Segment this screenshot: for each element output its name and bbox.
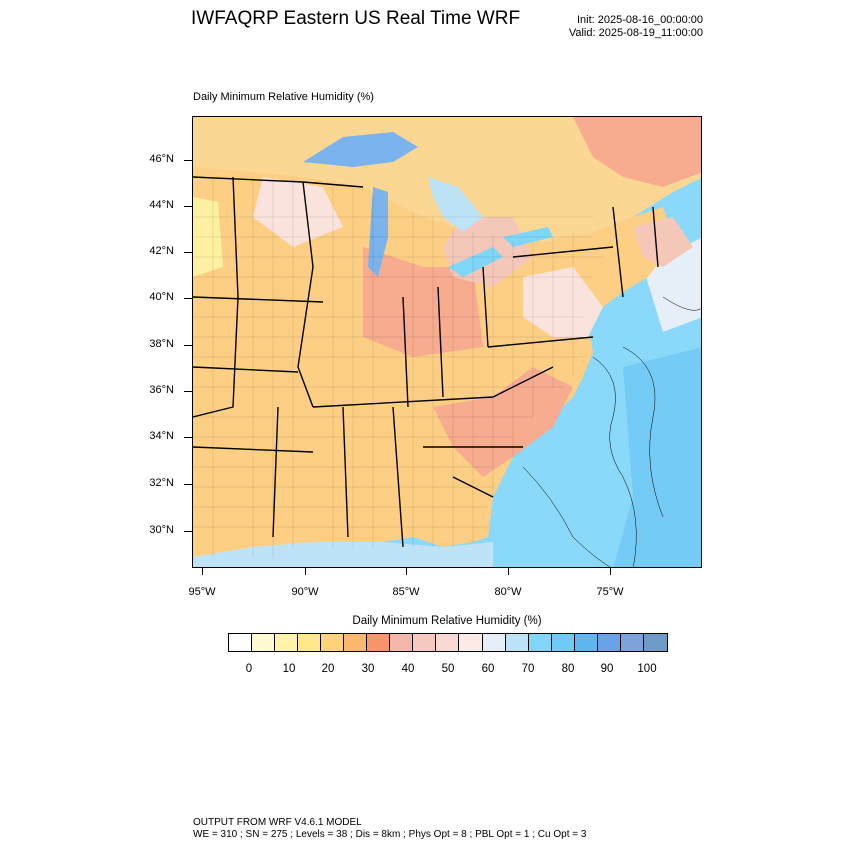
colorbar-swatch xyxy=(643,634,667,651)
lon-tick xyxy=(508,568,509,575)
footer-config-line: WE = 310 ; SN = 275 ; Levels = 38 ; Dis … xyxy=(193,829,587,840)
colorbar-tick-label: 70 xyxy=(521,663,535,675)
colorbar-swatch xyxy=(229,634,253,651)
lat-label: 30°N xyxy=(149,524,174,536)
colorbar-swatch xyxy=(321,634,345,651)
colorbar-tick-label: 10 xyxy=(282,663,296,675)
lon-tick xyxy=(305,568,306,575)
colorbar-tick-label: 40 xyxy=(401,663,415,675)
map-panel xyxy=(192,116,702,568)
lat-tick xyxy=(184,160,192,161)
lat-tick xyxy=(184,437,192,438)
init-time: Init: 2025-08-16_00:00:00 xyxy=(577,14,703,26)
colorbar-swatch xyxy=(344,634,368,651)
lat-tick xyxy=(184,252,192,253)
lake-michigan xyxy=(368,187,388,277)
colorbar-swatch xyxy=(413,634,437,651)
lon-label: 75°W xyxy=(596,586,624,598)
colorbar-tick-label: 0 xyxy=(245,663,253,675)
lon-label: 95°W xyxy=(188,586,216,598)
lat-label: 40°N xyxy=(149,291,174,303)
lat-tick xyxy=(184,391,192,392)
colorbar-swatch xyxy=(505,634,529,651)
colorbar-tick-label: 60 xyxy=(481,663,495,675)
colorbar-swatch xyxy=(436,634,460,651)
lake-huron xyxy=(428,177,483,232)
lat-label: 34°N xyxy=(149,430,174,442)
colorbar-tick-label: 80 xyxy=(561,663,575,675)
lat-tick xyxy=(184,345,192,346)
lat-tick xyxy=(184,206,192,207)
colorbar-swatch xyxy=(574,634,598,651)
colorbar-swatch xyxy=(528,634,552,651)
humidity-map xyxy=(193,117,701,567)
lat-label: 44°N xyxy=(149,199,174,211)
lat-tick xyxy=(184,298,192,299)
state-borders xyxy=(193,176,659,548)
lat-tick xyxy=(184,484,192,485)
colorbar-swatch xyxy=(459,634,483,651)
footer-model-line: OUTPUT FROM WRF V4.6.1 MODEL xyxy=(193,817,362,828)
colorbar-tick-label: 20 xyxy=(321,663,335,675)
plot-field-label: Daily Minimum Relative Humidity (%) xyxy=(193,91,374,103)
land-yellow-zone xyxy=(193,197,223,277)
lake-superior xyxy=(303,132,418,167)
lake-ontario xyxy=(503,227,553,247)
lon-label: 85°W xyxy=(392,586,420,598)
valid-time: Valid: 2025-08-19_11:00:00 xyxy=(568,27,703,39)
lat-label: 32°N xyxy=(149,477,174,489)
colorbar-swatch xyxy=(275,634,299,651)
colorbar-tick-label: 50 xyxy=(441,663,455,675)
canada-salmon xyxy=(573,117,701,187)
colorbar-swatch xyxy=(620,634,644,651)
lat-label: 36°N xyxy=(149,384,174,396)
lat-label: 46°N xyxy=(149,153,174,165)
land-salmon-zone xyxy=(433,367,573,477)
colorbar-tick-label: 90 xyxy=(600,663,614,675)
colorbar-title: Daily Minimum Relative Humidity (%) xyxy=(352,615,542,627)
lon-tick xyxy=(202,568,203,575)
colorbar-tick-label: 100 xyxy=(637,663,657,675)
colorbar-swatch xyxy=(298,634,322,651)
colorbar-swatch xyxy=(252,634,276,651)
lat-tick xyxy=(184,531,192,532)
colorbar-swatch xyxy=(482,634,506,651)
colorbar-swatch xyxy=(597,634,621,651)
colorbar-tick-label: 30 xyxy=(361,663,375,675)
land-pink-zone xyxy=(633,217,693,267)
lon-label: 80°W xyxy=(494,586,522,598)
colorbar-swatch xyxy=(551,634,575,651)
lat-label: 42°N xyxy=(149,245,174,257)
canada-region xyxy=(193,117,701,242)
lon-tick xyxy=(610,568,611,575)
lat-label: 38°N xyxy=(149,338,174,350)
county-grid xyxy=(193,177,603,557)
land-light-zone xyxy=(253,177,343,247)
lon-label: 90°W xyxy=(291,586,319,598)
colorbar-swatch xyxy=(390,634,414,651)
lon-tick xyxy=(406,568,407,575)
colorbar xyxy=(228,633,668,652)
ocean-band xyxy=(613,347,701,567)
ocean-contours xyxy=(522,296,701,567)
lake-erie xyxy=(448,247,503,277)
main-title: IWFAQRP Eastern US Real Time WRF xyxy=(191,8,521,29)
gulf-water xyxy=(193,542,493,567)
colorbar-swatch xyxy=(367,634,391,651)
land-pink-zone xyxy=(523,267,603,337)
